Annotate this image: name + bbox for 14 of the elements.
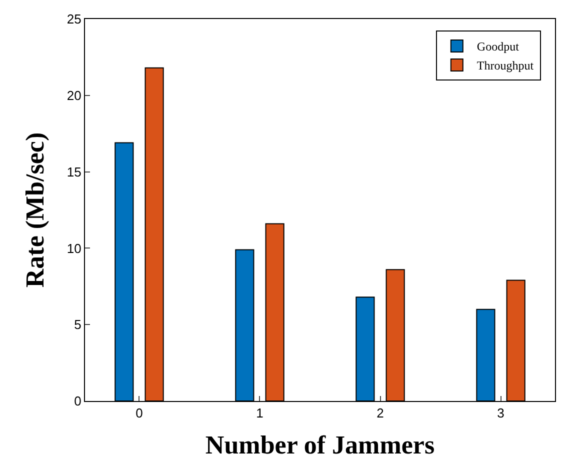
y-axis-title: Rate (Mb/sec) xyxy=(20,132,50,288)
y-tick-label: 15 xyxy=(66,164,82,180)
x-axis-title: Number of Jammers xyxy=(205,430,435,460)
y-tick-label: 10 xyxy=(66,240,82,256)
x-tick-label: 2 xyxy=(376,406,384,421)
x-tick-label: 0 xyxy=(136,406,143,421)
legend-label: Goodput xyxy=(476,40,520,54)
y-tick-label: 20 xyxy=(66,88,82,103)
y-tick-label: 0 xyxy=(74,394,82,409)
x-tick-label: 3 xyxy=(497,406,504,421)
x-tick-label: 1 xyxy=(256,406,264,421)
legend-label: Throughput xyxy=(476,58,534,73)
y-tick-label: 5 xyxy=(74,317,82,332)
y-tick-label: 25 xyxy=(66,12,82,27)
